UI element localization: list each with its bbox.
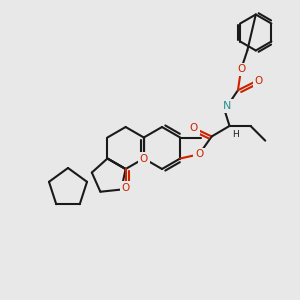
Text: O: O <box>255 76 263 86</box>
Text: O: O <box>122 183 130 193</box>
Text: O: O <box>190 123 198 133</box>
Text: O: O <box>237 64 245 74</box>
Text: H: H <box>232 130 239 139</box>
Text: N: N <box>223 101 231 111</box>
Text: O: O <box>195 149 203 159</box>
Text: O: O <box>140 154 148 164</box>
Text: H: H <box>220 99 227 109</box>
